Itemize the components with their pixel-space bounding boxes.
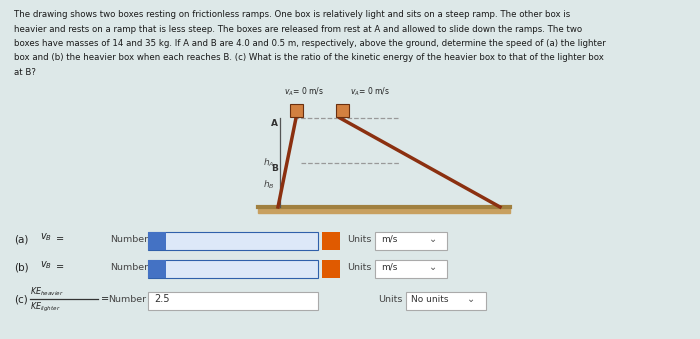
- Text: $KE_{lighter}$: $KE_{lighter}$: [30, 300, 61, 314]
- FancyBboxPatch shape: [148, 260, 166, 278]
- Text: Number: Number: [110, 262, 148, 272]
- FancyBboxPatch shape: [148, 232, 166, 250]
- Text: i: i: [155, 234, 159, 244]
- Text: $v_A$= 0 m/s: $v_A$= 0 m/s: [351, 85, 391, 98]
- Text: $h_A$: $h_A$: [263, 156, 275, 169]
- Text: $h_B$: $h_B$: [263, 179, 275, 191]
- Text: Number: Number: [110, 235, 148, 243]
- Text: $v_B$: $v_B$: [40, 231, 52, 243]
- Text: ⌄: ⌄: [467, 294, 475, 304]
- Bar: [290, 104, 303, 117]
- Text: m/s: m/s: [381, 262, 398, 272]
- Text: No units: No units: [411, 295, 449, 303]
- Text: =: =: [56, 234, 64, 244]
- Text: heavier and rests on a ramp that is less steep. The boxes are released from rest: heavier and rests on a ramp that is less…: [14, 24, 582, 34]
- Text: box and (b) the heavier box when each reaches B. (c) What is the ratio of the ki: box and (b) the heavier box when each re…: [14, 54, 604, 62]
- FancyBboxPatch shape: [375, 260, 447, 278]
- Text: $v_A$= 0 m/s: $v_A$= 0 m/s: [284, 85, 325, 98]
- Text: !: !: [328, 262, 334, 272]
- FancyBboxPatch shape: [375, 232, 447, 250]
- FancyBboxPatch shape: [322, 260, 340, 278]
- Text: A: A: [271, 119, 278, 128]
- Text: !: !: [328, 234, 334, 244]
- Text: (b): (b): [14, 262, 29, 272]
- Text: (a): (a): [14, 234, 29, 244]
- FancyBboxPatch shape: [148, 232, 318, 250]
- Text: ⌄: ⌄: [429, 262, 437, 272]
- Text: The drawing shows two boxes resting on frictionless ramps. One box is relatively: The drawing shows two boxes resting on f…: [14, 10, 570, 19]
- Text: Units: Units: [347, 262, 372, 272]
- FancyBboxPatch shape: [406, 292, 486, 310]
- Polygon shape: [258, 207, 510, 213]
- Text: =: =: [56, 262, 64, 272]
- Text: =: =: [101, 294, 109, 304]
- FancyBboxPatch shape: [148, 260, 318, 278]
- Bar: [336, 104, 349, 117]
- Text: Number: Number: [108, 295, 146, 303]
- Text: $v_B$: $v_B$: [40, 259, 52, 271]
- Text: Units: Units: [378, 295, 402, 303]
- Text: B: B: [271, 164, 278, 173]
- Text: Units: Units: [347, 235, 372, 243]
- Text: $KE_{heavier}$: $KE_{heavier}$: [30, 286, 64, 298]
- FancyBboxPatch shape: [322, 232, 340, 250]
- FancyBboxPatch shape: [148, 292, 318, 310]
- Text: (c): (c): [14, 294, 28, 304]
- Text: 2.5: 2.5: [154, 294, 169, 304]
- Text: at B?: at B?: [14, 68, 36, 77]
- Text: i: i: [155, 262, 159, 272]
- Text: ⌄: ⌄: [429, 234, 437, 244]
- Text: boxes have masses of 14 and 35 kg. If A and B are 4.0 and 0.5 m, respectively, a: boxes have masses of 14 and 35 kg. If A …: [14, 39, 606, 48]
- Text: m/s: m/s: [381, 235, 398, 243]
